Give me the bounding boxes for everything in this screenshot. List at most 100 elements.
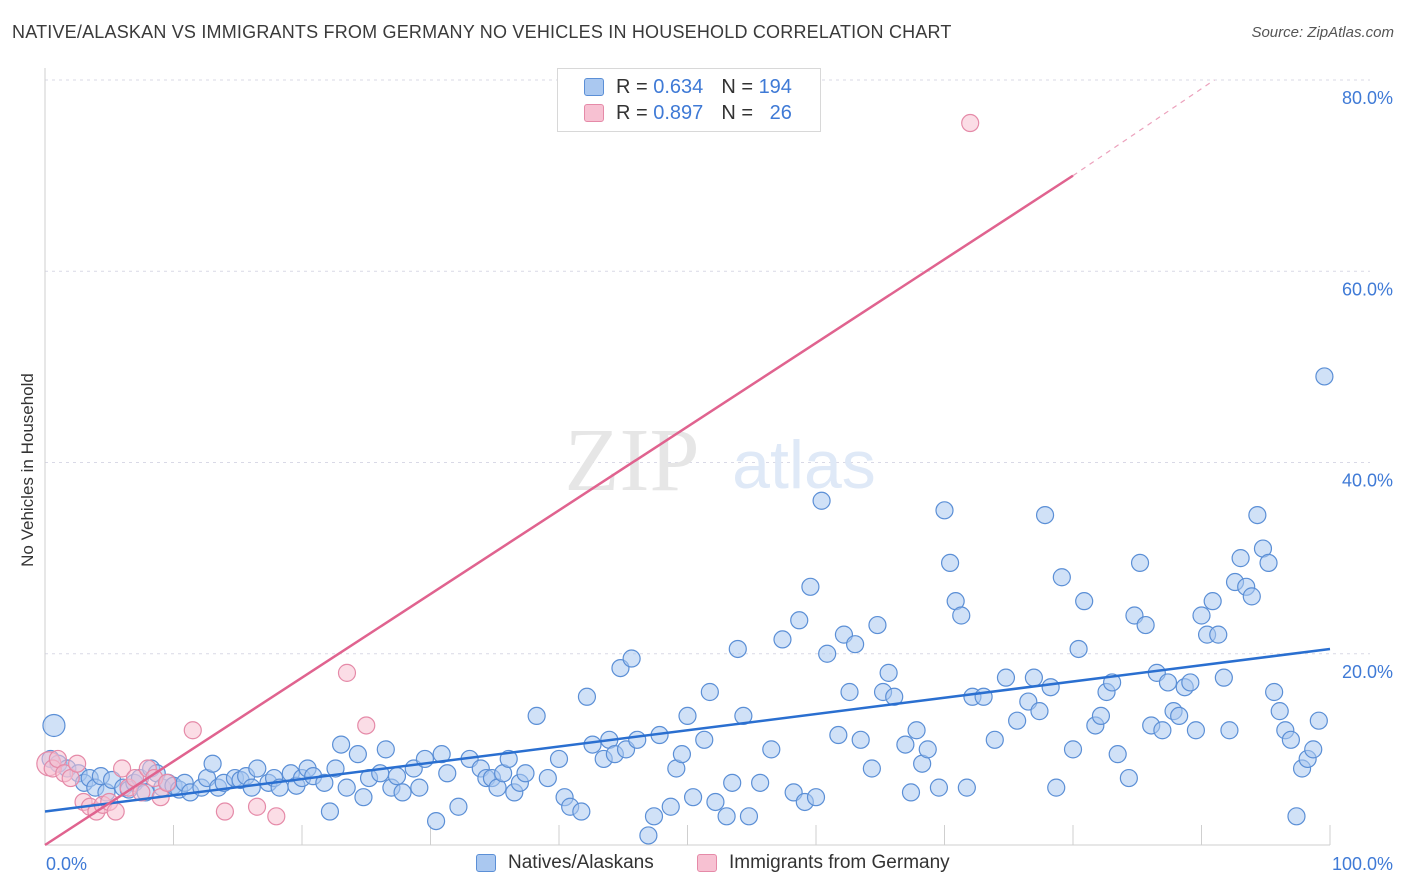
data-point-germany — [106, 802, 125, 821]
data-point-natives — [1153, 721, 1172, 740]
data-point-natives — [996, 668, 1016, 687]
n-label: N = — [721, 75, 753, 98]
data-point-germany — [183, 721, 202, 740]
data-point-natives — [1063, 740, 1083, 759]
data-point-natives — [1231, 549, 1250, 568]
data-point-natives — [700, 682, 719, 702]
data-point-natives — [387, 767, 407, 786]
data-point-natives — [203, 754, 222, 773]
data-point-natives — [901, 783, 921, 802]
data-point-natives — [790, 611, 809, 630]
data-point-natives — [516, 764, 535, 783]
data-point-natives — [723, 773, 742, 792]
data-point-natives — [332, 735, 351, 754]
data-point-natives — [1209, 625, 1228, 644]
data-point-natives — [1047, 778, 1066, 797]
blue-swatch-icon — [476, 854, 496, 872]
data-point-natives — [248, 759, 267, 778]
data-point-natives — [1181, 673, 1200, 692]
data-point-natives — [1108, 745, 1127, 764]
legend-item-natives[interactable]: Natives/Alaskans — [476, 852, 654, 874]
data-point-germany — [157, 773, 177, 792]
data-point-natives — [438, 764, 457, 783]
legend-label: Immigrants from Germany — [729, 852, 950, 873]
data-point-natives — [527, 706, 546, 726]
axes — [44, 68, 1331, 846]
data-point-natives — [348, 745, 367, 764]
data-point-natives — [739, 807, 759, 826]
data-point-natives — [868, 615, 887, 635]
data-point-natives — [751, 773, 770, 792]
data-point-natives — [935, 501, 954, 520]
data-point-natives — [572, 802, 591, 821]
data-point-natives — [1130, 553, 1150, 573]
n-value: 26 — [769, 101, 792, 124]
data-point-natives — [818, 644, 837, 663]
data-point-natives — [812, 491, 831, 510]
data-point-natives — [1024, 668, 1043, 687]
data-point-natives — [762, 740, 781, 759]
data-point-natives — [661, 797, 680, 816]
stats-legend: R = 0.634 N = 194 R = 0.897 N = 26 — [557, 68, 821, 132]
watermark-atlas: atlas — [732, 427, 876, 503]
data-point-germany — [961, 113, 980, 133]
data-point-natives — [1248, 505, 1267, 525]
n-label: N = — [721, 101, 753, 124]
data-point-natives — [717, 807, 736, 826]
data-point-natives — [840, 682, 859, 702]
data-point-natives — [985, 730, 1004, 749]
data-point-natives — [896, 735, 915, 754]
data-point-natives — [449, 797, 468, 816]
data-point-germany — [267, 807, 286, 826]
data-point-natives — [549, 749, 569, 769]
data-point-natives — [42, 713, 66, 738]
trend-line-germany-extension — [1072, 79, 1215, 177]
r-label: R = — [616, 101, 648, 124]
data-point-natives — [695, 730, 714, 749]
stats-row-natives: R = 0.634 N = 194 — [584, 75, 792, 99]
data-point-natives — [672, 745, 692, 764]
data-point-natives — [1091, 706, 1111, 726]
source-credit: Source: ZipAtlas.com — [1251, 24, 1394, 41]
data-point-natives — [829, 725, 848, 745]
data-point-natives — [1069, 639, 1088, 659]
data-point-natives — [410, 778, 429, 797]
r-label: R = — [616, 75, 648, 98]
legend-label: Natives/Alaskans — [508, 852, 654, 873]
data-point-natives — [1304, 740, 1323, 759]
trend-line-natives — [44, 647, 1331, 813]
data-point-natives — [354, 788, 373, 807]
data-point-natives — [1030, 702, 1049, 721]
data-point-natives — [1170, 706, 1189, 726]
data-point-natives — [1214, 668, 1233, 687]
data-point-natives — [862, 759, 881, 778]
data-point-natives — [1203, 592, 1222, 611]
data-point-germany — [132, 783, 151, 802]
data-point-natives — [683, 788, 703, 807]
data-point-natives — [315, 773, 334, 792]
watermark-zip: ZIP — [565, 411, 700, 510]
data-point-natives — [639, 826, 658, 845]
legend-item-germany[interactable]: Immigrants from Germany — [697, 852, 950, 874]
trend-line-germany — [44, 174, 1074, 847]
data-point-natives — [426, 811, 446, 831]
data-point-natives — [242, 778, 261, 797]
trend-lines — [44, 79, 1331, 847]
data-point-natives — [376, 740, 395, 759]
data-point-natives — [622, 649, 641, 668]
data-point-natives — [1035, 505, 1055, 525]
x-tick-label: 0.0% — [46, 854, 87, 874]
data-point-natives — [1265, 682, 1284, 702]
blue-swatch-icon — [584, 78, 604, 96]
chart-title: NATIVE/ALASKAN VS IMMIGRANTS FROM GERMAN… — [12, 22, 952, 42]
data-point-natives — [1008, 711, 1027, 730]
data-point-natives — [678, 706, 697, 726]
data-point-natives — [1075, 592, 1094, 611]
stats-row-germany: R = 0.897 N = 26 — [584, 101, 792, 125]
data-point-natives — [806, 788, 826, 807]
data-point-natives — [337, 778, 356, 797]
series-legend: Natives/Alaskans Immigrants from Germany — [0, 852, 1406, 876]
data-point-natives — [1281, 730, 1300, 749]
data-point-natives — [879, 663, 898, 682]
